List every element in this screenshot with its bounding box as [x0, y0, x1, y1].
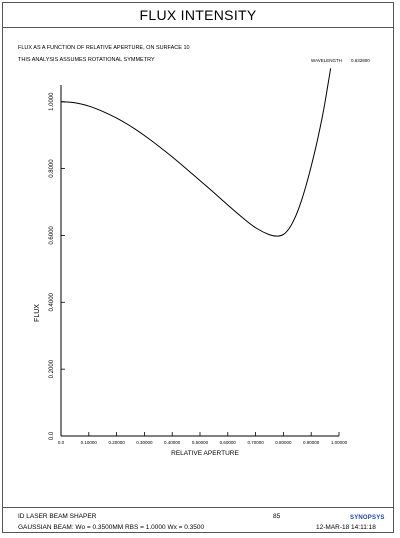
wavelength-value: 0.632800: [351, 58, 370, 63]
y-tick-label: 1.0000: [49, 92, 55, 111]
flux-series-line: [60, 68, 332, 237]
y-axis-ticks: 0.0 0.2000 0.4000 0.6000 0.8000 1.0000: [49, 92, 65, 440]
x-tick-label: 0.60000: [220, 440, 237, 445]
subtitle-line-2: THIS ANALYSIS ASSUMES ROTATIONAL SYMMETR…: [18, 57, 155, 63]
x-tick-label: 0.50000: [192, 440, 209, 445]
title-text: FLUX INTENSITY: [139, 6, 257, 23]
y-tick-label: 0.4000: [49, 292, 55, 311]
x-tick-label: 0.70000: [247, 440, 264, 445]
wavelength-label: WAVELENGTH: [311, 58, 343, 63]
x-tick-label: 0.0: [58, 440, 65, 445]
x-tick-label: 0.90000: [303, 440, 320, 445]
report-frame: [2, 2, 394, 533]
y-tick-label: 0.2000: [49, 359, 55, 378]
x-tick-label: 0.20000: [108, 440, 125, 445]
x-tick-label: 0.10000: [81, 440, 98, 445]
x-tick-label: 0.40000: [164, 440, 181, 445]
x-tick-label: 0.30000: [136, 440, 153, 445]
subtitle-line-1: FLUX AS A FUNCTION OF RELATIVE APERTURE,…: [18, 45, 190, 51]
date-time: 12-MAR-18 14:11:18: [316, 524, 376, 531]
chart-series: [60, 68, 332, 237]
y-axis-label: FLUX: [34, 304, 41, 322]
beam-info: GAUSSIAN BEAM: Wo = 0.3500MM RBS = 1.000…: [18, 524, 205, 531]
x-axis-label: RELATIVE APERTURE: [171, 450, 239, 457]
page-number: 85: [273, 513, 281, 520]
x-axis-ticks: 0.0 0.10000 0.20000 0.30000 0.40000 0.50000 0.…: [58, 432, 348, 445]
x-tick-label: 0.80000: [275, 440, 292, 445]
synopsys-logo: SYNOPSYS: [350, 515, 385, 521]
x-tick-label: 1.00000: [331, 440, 348, 445]
y-tick-label: 0.6000: [49, 226, 55, 245]
y-tick-label: 0.0: [49, 431, 55, 440]
system-name: ID LASER BEAM SHAPER: [18, 513, 97, 520]
footer-divider: [2, 507, 394, 508]
y-tick-label: 0.8000: [49, 159, 55, 178]
chart-axes: [60, 85, 339, 437]
page-title: FLUX INTENSITY: [2, 2, 394, 28]
